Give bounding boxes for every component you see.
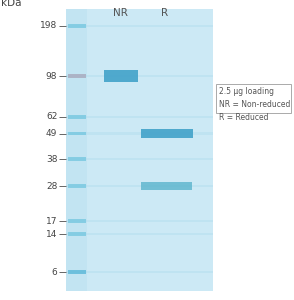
Bar	[68, 24, 86, 28]
Text: 198: 198	[40, 21, 57, 30]
Text: 28: 28	[46, 182, 57, 190]
Text: 17: 17	[46, 217, 57, 226]
Bar	[216, 84, 291, 112]
Text: NR: NR	[113, 8, 128, 18]
Text: 6: 6	[51, 268, 57, 277]
Bar	[66, 25, 213, 27]
Bar	[68, 219, 86, 223]
Bar	[66, 271, 213, 273]
Bar	[66, 158, 213, 160]
Text: 49: 49	[46, 129, 57, 138]
Bar	[66, 220, 213, 222]
Text: 38: 38	[46, 154, 57, 164]
Text: R: R	[161, 8, 168, 18]
Bar	[66, 9, 87, 291]
Text: 14: 14	[46, 230, 57, 238]
Text: kDa: kDa	[1, 0, 22, 8]
Bar	[141, 182, 192, 190]
Text: 2.5 μg loading
NR = Non-reduced
R = Reduced: 2.5 μg loading NR = Non-reduced R = Redu…	[219, 87, 290, 122]
Bar	[66, 9, 213, 291]
Bar	[141, 129, 193, 138]
Text: 62: 62	[46, 112, 57, 121]
Bar	[103, 70, 138, 83]
Bar	[68, 184, 86, 188]
Bar	[66, 75, 213, 77]
Bar	[68, 157, 86, 161]
Bar	[66, 132, 213, 135]
Bar	[68, 115, 86, 119]
Bar	[68, 270, 86, 274]
Bar	[66, 116, 213, 118]
Bar	[68, 74, 86, 78]
Bar	[68, 232, 86, 236]
Bar	[66, 233, 213, 235]
Bar	[68, 132, 86, 135]
Text: 98: 98	[46, 72, 57, 81]
Bar	[66, 185, 213, 187]
